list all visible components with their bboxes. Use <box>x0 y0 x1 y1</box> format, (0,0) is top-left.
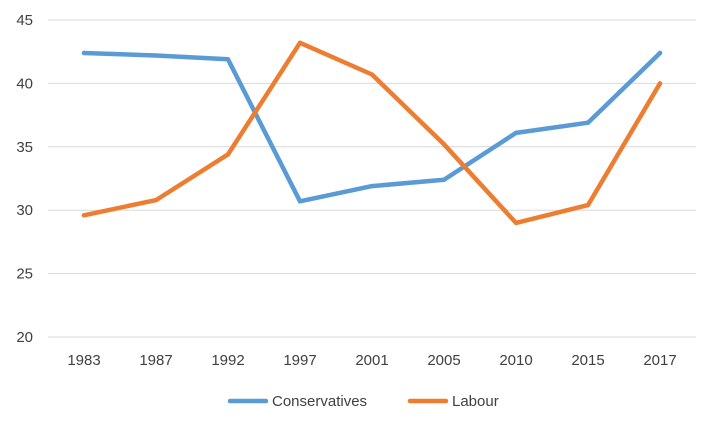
data-point-labour <box>81 213 87 218</box>
data-point-conservatives <box>225 57 231 62</box>
data-point-conservatives <box>369 183 375 189</box>
legend-label: Conservatives <box>272 393 367 410</box>
data-point-conservatives <box>81 50 87 56</box>
x-tick-label: 2010 <box>499 352 532 369</box>
legend: Conservatives Labour <box>227 393 499 410</box>
data-point-labour <box>513 220 519 226</box>
data-point-labour <box>297 40 303 46</box>
x-tick-label: 1992 <box>211 352 244 369</box>
x-tick-label: 2017 <box>643 352 676 369</box>
x-tick-label: 1983 <box>67 352 100 369</box>
series-line-labour <box>81 40 663 226</box>
data-point-conservatives <box>441 177 447 182</box>
y-tick-label: 20 <box>16 329 33 346</box>
data-point-labour <box>657 81 663 86</box>
x-tick-label: 2005 <box>427 352 460 369</box>
x-tick-label: 2015 <box>571 352 604 369</box>
gridlines <box>48 19 696 338</box>
legend-label: Labour <box>452 393 499 410</box>
data-point-labour <box>225 152 231 157</box>
data-point-labour <box>585 202 591 208</box>
data-point-conservatives <box>657 50 663 56</box>
data-point-conservatives <box>153 53 159 58</box>
data-point-labour <box>153 197 159 203</box>
legend-item-labour: Labour <box>407 393 499 410</box>
x-tick-label: 2001 <box>355 352 388 369</box>
x-axis-tick-labels: 1983 1987 1992 1997 2001 2005 2010 2015 2017 <box>67 352 676 369</box>
x-tick-label: 1997 <box>283 352 316 369</box>
x-tick-label: 1987 <box>139 352 172 369</box>
y-tick-label: 30 <box>16 202 33 219</box>
y-tick-label: 25 <box>16 266 33 283</box>
data-point-labour <box>369 72 375 77</box>
y-tick-label: 45 <box>16 12 33 29</box>
series-lines <box>81 40 663 226</box>
y-axis-tick-labels: 20 25 30 35 40 45 <box>16 12 33 346</box>
data-point-labour <box>441 142 447 147</box>
y-tick-label: 35 <box>16 139 33 156</box>
data-point-conservatives <box>297 199 303 204</box>
data-point-conservatives <box>585 120 591 125</box>
data-point-conservatives <box>513 130 519 136</box>
legend-item-conservatives: Conservatives <box>227 393 367 410</box>
y-tick-label: 40 <box>16 75 33 92</box>
